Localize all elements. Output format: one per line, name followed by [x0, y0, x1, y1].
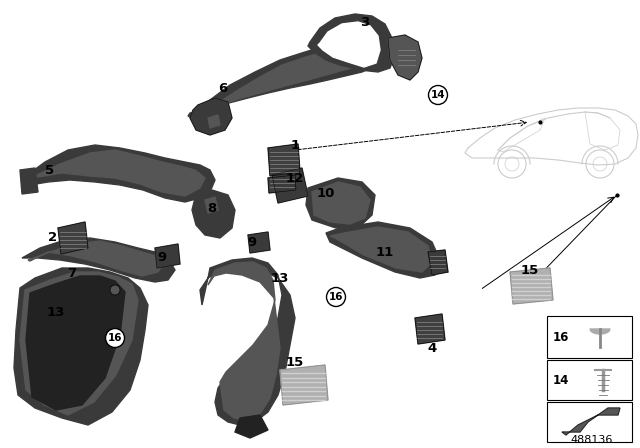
Polygon shape [306, 178, 375, 228]
Text: 1: 1 [291, 138, 300, 151]
Circle shape [326, 288, 346, 306]
Polygon shape [235, 415, 268, 438]
Bar [547, 402, 632, 442]
Text: 2: 2 [49, 231, 58, 244]
Text: 488136: 488136 [571, 435, 613, 445]
Polygon shape [205, 197, 218, 213]
Polygon shape [562, 408, 620, 435]
Circle shape [110, 285, 120, 295]
Text: 16: 16 [329, 292, 343, 302]
Text: 13: 13 [47, 306, 65, 319]
Polygon shape [308, 14, 395, 72]
Polygon shape [280, 365, 328, 405]
Circle shape [106, 328, 125, 348]
Text: 14: 14 [553, 374, 570, 387]
Polygon shape [510, 268, 553, 304]
Polygon shape [268, 144, 300, 176]
Polygon shape [22, 238, 175, 282]
Polygon shape [208, 262, 280, 420]
Text: 16: 16 [108, 333, 122, 343]
Polygon shape [248, 232, 270, 253]
Polygon shape [330, 227, 432, 272]
Polygon shape [590, 329, 610, 334]
Text: 5: 5 [45, 164, 54, 177]
Text: 3: 3 [360, 16, 370, 29]
Text: 12: 12 [286, 172, 304, 185]
Polygon shape [20, 168, 38, 194]
Polygon shape [188, 35, 390, 120]
Polygon shape [14, 268, 148, 425]
Polygon shape [268, 175, 296, 193]
Polygon shape [20, 272, 138, 415]
Polygon shape [415, 314, 445, 344]
Polygon shape [200, 42, 376, 115]
Text: 7: 7 [67, 267, 77, 280]
Text: 15: 15 [286, 356, 304, 369]
Polygon shape [192, 190, 235, 238]
Text: 16: 16 [553, 331, 570, 344]
Text: 10: 10 [317, 186, 335, 199]
Polygon shape [28, 241, 165, 276]
Polygon shape [200, 258, 295, 425]
Polygon shape [388, 35, 422, 80]
Circle shape [429, 86, 447, 104]
Polygon shape [428, 250, 448, 275]
Text: 9: 9 [248, 236, 257, 249]
Polygon shape [58, 222, 88, 254]
Text: 14: 14 [431, 90, 445, 100]
Text: 6: 6 [218, 82, 228, 95]
Text: 8: 8 [207, 202, 216, 215]
Text: 11: 11 [376, 246, 394, 258]
Polygon shape [190, 98, 232, 135]
Polygon shape [26, 276, 125, 410]
Polygon shape [22, 145, 215, 202]
Text: 13: 13 [271, 271, 289, 284]
Text: 9: 9 [157, 250, 166, 263]
Text: 15: 15 [521, 263, 539, 276]
Polygon shape [208, 115, 220, 128]
Polygon shape [312, 182, 370, 224]
Bar [547, 360, 632, 400]
Text: 4: 4 [428, 341, 436, 354]
Polygon shape [326, 222, 440, 278]
Polygon shape [272, 168, 308, 203]
Polygon shape [318, 22, 380, 67]
Bar [547, 316, 632, 358]
Polygon shape [155, 244, 180, 268]
Polygon shape [35, 150, 205, 196]
